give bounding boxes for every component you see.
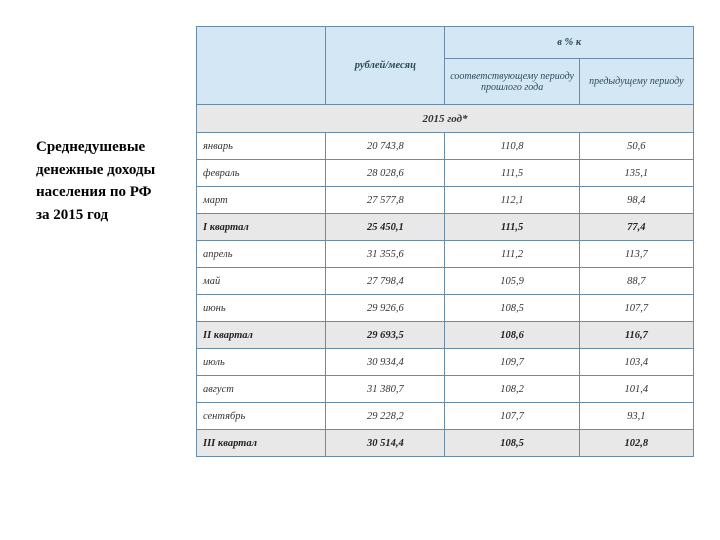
- row-prev-period: 93,1: [579, 403, 693, 430]
- row-rubles: 31 355,6: [326, 241, 445, 268]
- income-table-container: рублей/месяц в % к соответствующему пери…: [196, 26, 694, 457]
- row-label: март: [197, 187, 326, 214]
- row-prev-period: 77,4: [579, 214, 693, 241]
- title-line: населения по РФ: [36, 184, 152, 200]
- row-prev-period: 101,4: [579, 376, 693, 403]
- table-body: 2015 год* январь20 743,8110,850,6февраль…: [197, 105, 694, 457]
- title-line: денежные доходы: [36, 162, 155, 178]
- title-line: за 2015 год: [36, 207, 108, 223]
- row-prev-year: 107,7: [445, 403, 579, 430]
- row-label: август: [197, 376, 326, 403]
- row-prev-period: 103,4: [579, 349, 693, 376]
- row-label: июнь: [197, 295, 326, 322]
- table-row: III квартал30 514,4108,5102,8: [197, 430, 694, 457]
- row-rubles: 29 693,5: [326, 322, 445, 349]
- row-rubles: 29 228,2: [326, 403, 445, 430]
- row-prev-year: 110,8: [445, 133, 579, 160]
- row-label: июль: [197, 349, 326, 376]
- row-prev-period: 88,7: [579, 268, 693, 295]
- row-prev-year: 111,2: [445, 241, 579, 268]
- row-label: апрель: [197, 241, 326, 268]
- row-rubles: 27 798,4: [326, 268, 445, 295]
- section-label: 2015 год*: [197, 105, 694, 133]
- header-percent: в % к: [445, 27, 694, 59]
- page-title: Среднедушевые денежные доходы населения …: [36, 136, 186, 226]
- row-rubles: 30 514,4: [326, 430, 445, 457]
- table-row: июль30 934,4109,7103,4: [197, 349, 694, 376]
- row-label: январь: [197, 133, 326, 160]
- row-rubles: 20 743,8: [326, 133, 445, 160]
- income-table: рублей/месяц в % к соответствующему пери…: [196, 26, 694, 457]
- row-label: I квартал: [197, 214, 326, 241]
- table-row: I квартал25 450,1111,577,4: [197, 214, 694, 241]
- header-prev-period: предыдущему периоду: [579, 59, 693, 105]
- row-prev-year: 108,5: [445, 430, 579, 457]
- table-row: август31 380,7108,2101,4: [197, 376, 694, 403]
- table-row: II квартал29 693,5108,6116,7: [197, 322, 694, 349]
- row-prev-year: 111,5: [445, 214, 579, 241]
- row-rubles: 27 577,8: [326, 187, 445, 214]
- table-row: февраль28 028,6111,5135,1: [197, 160, 694, 187]
- table-row: апрель31 355,6111,2113,7: [197, 241, 694, 268]
- row-prev-year: 108,6: [445, 322, 579, 349]
- row-prev-period: 98,4: [579, 187, 693, 214]
- row-prev-year: 108,5: [445, 295, 579, 322]
- row-prev-period: 102,8: [579, 430, 693, 457]
- header-prev-year: соответствующему периоду прошлого года: [445, 59, 579, 105]
- row-rubles: 31 380,7: [326, 376, 445, 403]
- section-row: 2015 год*: [197, 105, 694, 133]
- table-row: сентябрь29 228,2107,793,1: [197, 403, 694, 430]
- table-row: май27 798,4105,988,7: [197, 268, 694, 295]
- row-prev-period: 116,7: [579, 322, 693, 349]
- row-prev-year: 109,7: [445, 349, 579, 376]
- table-row: июнь29 926,6108,5107,7: [197, 295, 694, 322]
- row-rubles: 29 926,6: [326, 295, 445, 322]
- row-prev-period: 50,6: [579, 133, 693, 160]
- header-blank: [197, 27, 326, 105]
- row-label: III квартал: [197, 430, 326, 457]
- row-rubles: 28 028,6: [326, 160, 445, 187]
- row-prev-period: 135,1: [579, 160, 693, 187]
- row-prev-period: 113,7: [579, 241, 693, 268]
- row-rubles: 30 934,4: [326, 349, 445, 376]
- row-label: сентябрь: [197, 403, 326, 430]
- table-row: январь20 743,8110,850,6: [197, 133, 694, 160]
- table-row: март27 577,8112,198,4: [197, 187, 694, 214]
- row-label: май: [197, 268, 326, 295]
- row-prev-year: 112,1: [445, 187, 579, 214]
- row-label: февраль: [197, 160, 326, 187]
- row-prev-year: 108,2: [445, 376, 579, 403]
- header-rubles: рублей/месяц: [326, 27, 445, 105]
- header-row-1: рублей/месяц в % к: [197, 27, 694, 59]
- title-line: Среднедушевые: [36, 139, 145, 155]
- row-prev-year: 111,5: [445, 160, 579, 187]
- row-prev-period: 107,7: [579, 295, 693, 322]
- row-prev-year: 105,9: [445, 268, 579, 295]
- row-label: II квартал: [197, 322, 326, 349]
- row-rubles: 25 450,1: [326, 214, 445, 241]
